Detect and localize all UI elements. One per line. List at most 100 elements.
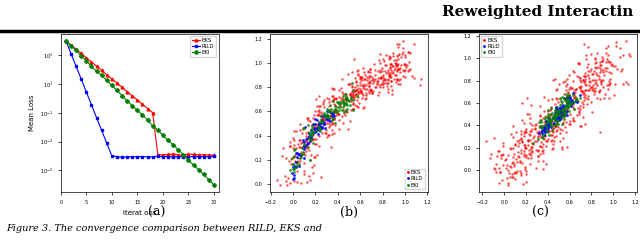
Point <box>385 62 395 66</box>
Point <box>623 82 633 86</box>
Point <box>588 72 598 76</box>
Point <box>545 125 556 129</box>
Point <box>527 145 538 149</box>
Point <box>534 120 544 124</box>
Point <box>594 90 604 94</box>
Point <box>527 123 537 127</box>
Point <box>314 128 324 132</box>
Point <box>323 117 333 120</box>
Point <box>506 165 516 168</box>
EKI <box>210 183 218 186</box>
Point <box>586 85 596 89</box>
Point <box>303 130 313 134</box>
Point <box>546 107 556 111</box>
Point <box>381 84 392 87</box>
Point <box>346 99 356 103</box>
Point <box>299 144 309 147</box>
Point <box>364 70 374 74</box>
Point <box>334 118 344 122</box>
Point <box>548 142 559 146</box>
Point <box>547 129 557 133</box>
Point <box>568 101 578 104</box>
Point <box>355 90 365 93</box>
Point <box>554 111 564 115</box>
Point <box>371 85 381 89</box>
Point <box>285 181 296 185</box>
Point <box>498 163 508 167</box>
Point <box>356 89 366 93</box>
Point <box>381 54 391 57</box>
Point <box>536 130 546 134</box>
Point <box>342 107 352 111</box>
Point <box>566 102 577 106</box>
Point <box>543 116 553 120</box>
Point <box>595 60 605 64</box>
EKS <box>195 154 202 156</box>
Point <box>516 140 527 144</box>
Point <box>564 93 574 97</box>
Point <box>330 107 340 111</box>
Point <box>580 88 590 92</box>
Point <box>536 126 547 130</box>
Point <box>543 124 553 128</box>
Point <box>539 126 549 130</box>
Point <box>520 167 530 171</box>
Point <box>341 101 351 105</box>
Point <box>323 115 333 119</box>
Point <box>561 110 572 114</box>
Point <box>328 121 338 125</box>
Y-axis label: Mean Loss: Mean Loss <box>29 95 35 131</box>
Point <box>569 119 579 123</box>
Point <box>579 74 589 78</box>
Point <box>558 113 568 117</box>
Point <box>383 69 393 72</box>
Point <box>564 96 574 100</box>
Point <box>557 111 567 114</box>
Point <box>383 70 393 74</box>
Point <box>309 129 319 133</box>
Point <box>541 162 551 166</box>
Point <box>391 61 401 65</box>
Point <box>362 87 372 91</box>
Point <box>557 100 568 104</box>
Point <box>349 57 359 61</box>
Point <box>534 124 544 128</box>
Point <box>604 96 614 100</box>
Point <box>541 140 551 144</box>
Point <box>360 97 371 101</box>
Point <box>546 113 556 116</box>
EKS <box>108 78 116 80</box>
Point <box>317 120 328 123</box>
Point <box>554 108 564 112</box>
Point <box>303 134 314 138</box>
Point <box>598 57 608 61</box>
Point <box>584 77 594 80</box>
Point <box>513 154 523 157</box>
Point <box>321 128 331 132</box>
Point <box>317 117 327 121</box>
Point <box>319 131 330 135</box>
Point <box>395 66 405 70</box>
Point <box>574 86 584 90</box>
Point <box>535 104 545 108</box>
Point <box>560 98 570 102</box>
Point <box>575 78 585 81</box>
Point <box>530 127 540 131</box>
Point <box>405 67 415 71</box>
Point <box>564 113 575 116</box>
Point <box>502 153 513 157</box>
EKS <box>103 73 111 76</box>
Point <box>569 92 579 96</box>
Point <box>550 118 560 122</box>
Point <box>602 57 612 61</box>
Point <box>541 119 551 123</box>
Point <box>335 102 345 106</box>
Point <box>375 52 385 56</box>
Point <box>387 92 397 96</box>
Point <box>305 138 315 142</box>
Point <box>385 75 396 79</box>
Point <box>318 119 328 122</box>
Point <box>409 42 419 46</box>
Point <box>309 126 319 130</box>
Point <box>365 87 375 91</box>
